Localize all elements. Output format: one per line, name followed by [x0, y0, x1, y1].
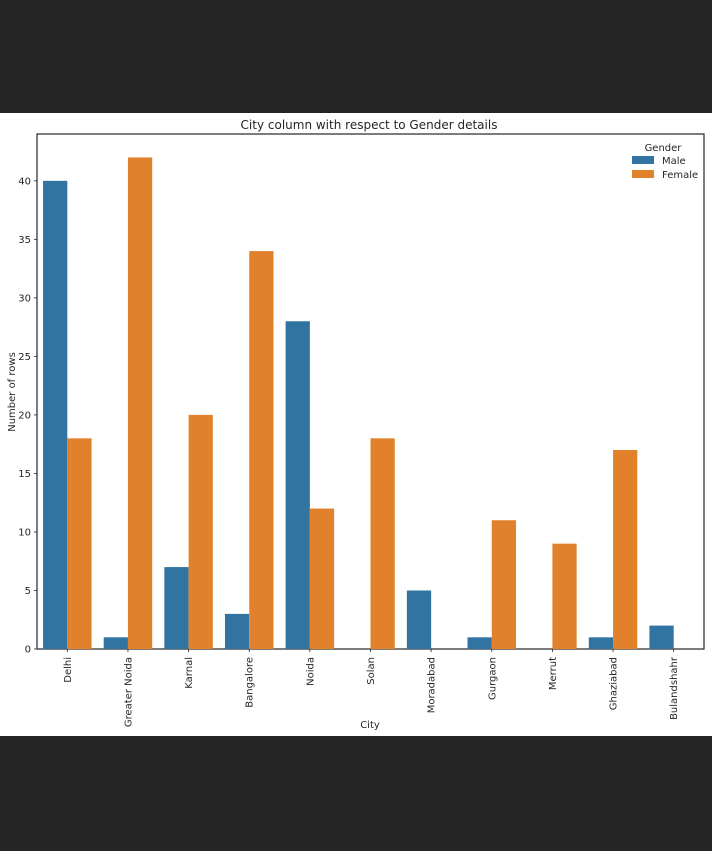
- bars-layer: [43, 157, 674, 650]
- bar-male-greater-noida: [103, 637, 128, 649]
- x-tick-label: Greater Noida: [123, 657, 134, 727]
- x-axis-label: City: [360, 720, 380, 731]
- x-tick-label: Bangalore: [245, 657, 256, 708]
- x-tick-label: Bulandshahr: [669, 656, 680, 720]
- bar-female-delhi: [67, 438, 92, 649]
- y-axis-label: Number of rows: [7, 352, 18, 432]
- bar-female-gurgaon: [491, 520, 517, 649]
- legend-swatch-male: [632, 156, 654, 164]
- y-tick-label: 5: [25, 586, 31, 597]
- y-tick-label: 35: [18, 235, 31, 246]
- x-tick-label: Delhi: [63, 657, 74, 683]
- bar-female-ghaziabad: [613, 450, 638, 649]
- y-tick-label: 0: [25, 645, 31, 656]
- bar-male-bulandshahr: [649, 625, 674, 649]
- x-tick-label: Merrut: [548, 657, 559, 690]
- bar-chart: City column with respect to Gender detai…: [7, 118, 705, 731]
- legend-label-male: Male: [662, 156, 686, 167]
- x-tick-label: Gurgaon: [487, 657, 498, 700]
- legend-title: Gender: [645, 143, 683, 154]
- x-tick-label: Karnal: [184, 657, 195, 689]
- y-tick-label: 40: [18, 176, 31, 187]
- bar-male-noida: [285, 321, 310, 649]
- bar-male-delhi: [43, 180, 68, 649]
- chart-title: City column with respect to Gender detai…: [241, 118, 498, 132]
- x-tick-label: Solan: [366, 657, 377, 685]
- y-tick-label: 30: [18, 293, 31, 304]
- legend-swatch-female: [632, 170, 654, 178]
- legend-label-female: Female: [662, 170, 698, 181]
- bar-female-merrut: [552, 543, 577, 649]
- x-tick-label: Moradabad: [427, 657, 438, 713]
- bar-female-bangalore: [249, 251, 274, 650]
- chart-figure: City column with respect to Gender detai…: [0, 113, 712, 736]
- bar-male-gurgaon: [467, 637, 492, 649]
- y-tick-label: 20: [18, 410, 31, 421]
- bar-female-karnal: [188, 414, 213, 649]
- x-tick-label: Ghaziabad: [609, 657, 620, 710]
- bar-male-bangalore: [224, 613, 250, 649]
- y-tick-label: 25: [18, 352, 31, 363]
- bar-female-noida: [309, 508, 335, 649]
- y-tick-label: 15: [18, 469, 31, 480]
- x-tick-label: Noida: [305, 657, 316, 686]
- y-axis: 0 5 10 15 20 25 30 35 40: [18, 176, 37, 656]
- bar-male-moradabad: [406, 590, 432, 649]
- legend[interactable]: Gender Male Female: [632, 143, 698, 181]
- bar-female-solan: [370, 438, 395, 649]
- bar-female-greater-noida: [127, 157, 153, 649]
- y-tick-label: 10: [18, 527, 31, 538]
- x-axis: Delhi Greater Noida Karnal Bangalore Noida So…: [63, 649, 680, 727]
- bar-male-karnal: [164, 567, 189, 649]
- bar-male-ghaziabad: [588, 637, 614, 649]
